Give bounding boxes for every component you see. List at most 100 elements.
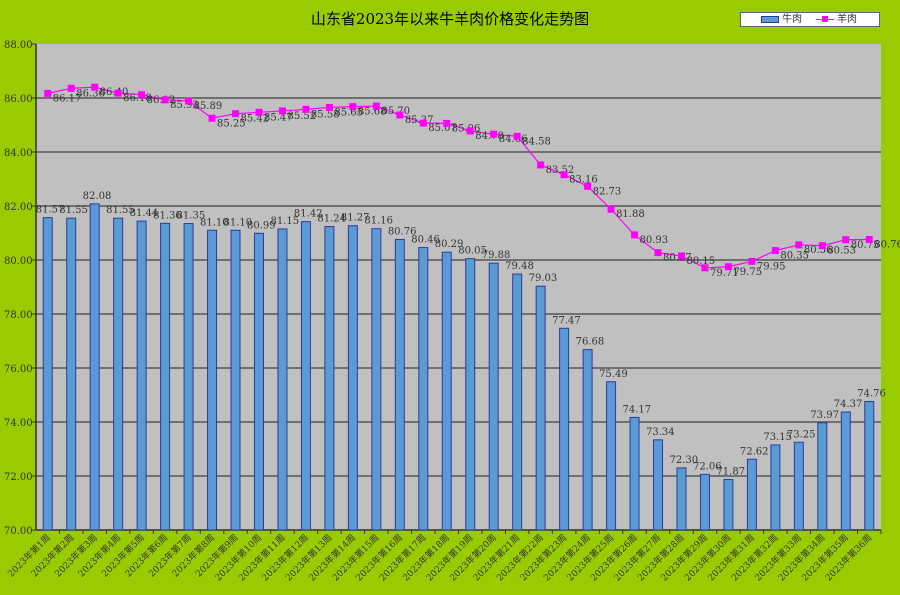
mutton-marker [631,231,639,239]
mutton-line [47,86,870,269]
mutton-marker [208,114,216,122]
beef-data-label: 81.57 [36,205,65,216]
beef-data-label: 81.24 [317,214,346,225]
beef-data-label: 74.17 [623,404,652,415]
beef-data-label: 73.15 [763,432,792,443]
mutton-data-label: 80.27 [663,253,692,264]
line-marker-swatch-icon [816,16,834,22]
mutton-data-label: 80.75 [851,240,880,251]
mutton-data-label: 84.78 [475,131,504,142]
mutton-data-label: 80.35 [780,251,809,262]
beef-bar [418,247,429,531]
beef-data-label: 81.27 [341,213,370,224]
beef-data-label: 81.10 [200,217,229,228]
y-tick-label: 74.00 [4,418,33,429]
beef-data-label: 81.36 [153,210,182,221]
mutton-marker [513,132,521,140]
mutton-marker [255,108,263,116]
beef-bar [89,203,100,531]
mutton-data-label: 86.17 [53,93,82,104]
mutton-marker [161,96,169,104]
beef-data-label: 79.03 [529,273,558,284]
beef-bar [42,217,53,531]
y-tick-label: 72.00 [4,472,33,483]
beef-data-label: 73.25 [787,429,816,440]
mutton-marker [537,161,545,169]
beef-data-label: 76.68 [576,337,605,348]
mutton-marker [91,83,99,91]
beef-data-label: 81.44 [130,208,159,219]
y-tick-label: 78.00 [4,310,33,321]
beef-bar [582,349,593,531]
mutton-marker [466,127,474,135]
beef-bar [113,217,124,531]
mutton-data-label: 85.42 [241,114,270,125]
mutton-data-label: 85.06 [452,123,481,134]
beef-data-label: 77.47 [552,315,581,326]
mutton-marker [607,205,615,213]
mutton-marker [724,263,732,271]
mutton-data-label: 79.95 [757,261,786,272]
beef-bar [770,444,781,531]
bar-swatch-icon [761,16,779,23]
legend-item-mutton: 羊肉 [816,13,857,26]
beef-data-label: 80.46 [411,235,440,246]
mutton-data-label: 79.75 [733,267,762,278]
beef-data-label: 81.35 [177,211,206,222]
legend: 牛肉 羊肉 [740,12,880,27]
beef-data-label: 81.55 [106,205,135,216]
beef-data-label: 74.76 [857,388,886,399]
mutton-marker [795,241,803,249]
beef-bar [746,458,757,531]
beef-data-label: 82.08 [83,191,112,202]
mutton-data-label: 86.36 [76,88,105,99]
beef-bar [817,422,828,531]
beef-bar [488,262,499,531]
y-tick-label: 76.00 [4,364,33,375]
beef-bar [300,221,311,531]
beef-bar [347,225,358,531]
mutton-marker [654,249,662,257]
beef-data-label: 73.34 [646,427,675,438]
mutton-marker [865,235,873,243]
mutton-data-label: 82.73 [593,186,622,197]
beef-bar [160,222,171,531]
y-tick-label: 88.00 [4,40,33,51]
mutton-data-label: 85.25 [217,118,246,129]
y-tick-label: 86.00 [4,94,33,105]
mutton-data-label: 85.68 [358,107,387,118]
mutton-marker [842,236,850,244]
mutton-marker [349,103,357,111]
beef-bar [629,416,640,531]
mutton-data-label: 80.53 [827,246,856,257]
beef-bar [676,467,687,531]
plot-area [36,44,881,530]
mutton-data-label: 86.40 [100,87,129,98]
beef-bar [512,273,523,531]
mutton-data-label: 85.58 [311,109,340,120]
beef-bar [371,228,382,531]
mutton-marker [44,89,52,97]
beef-data-label: 81.42 [294,209,323,220]
beef-bar [840,411,851,531]
mutton-data-label: 80.56 [804,245,833,256]
mutton-marker [396,111,404,119]
beef-bar [66,217,77,531]
mutton-data-label: 83.52 [546,165,575,176]
mutton-data-label: 85.89 [194,101,223,112]
beef-bar [653,439,664,531]
beef-data-label: 80.05 [458,246,487,257]
mutton-marker [232,110,240,118]
mutton-data-label: 85.93 [170,100,199,111]
mutton-data-label: 80.93 [640,235,669,246]
mutton-data-label: 79.71 [710,268,739,279]
y-tick-label: 82.00 [4,202,33,213]
mutton-marker [560,171,568,179]
beef-data-label: 81.15 [270,216,299,227]
beef-data-label: 75.49 [599,369,628,380]
chart-title: 山东省2023年以来牛羊肉价格变化走势图 [310,10,590,28]
mutton-marker [771,247,779,255]
beef-data-label: 71.87 [716,467,745,478]
mutton-data-label: 85.37 [405,115,434,126]
